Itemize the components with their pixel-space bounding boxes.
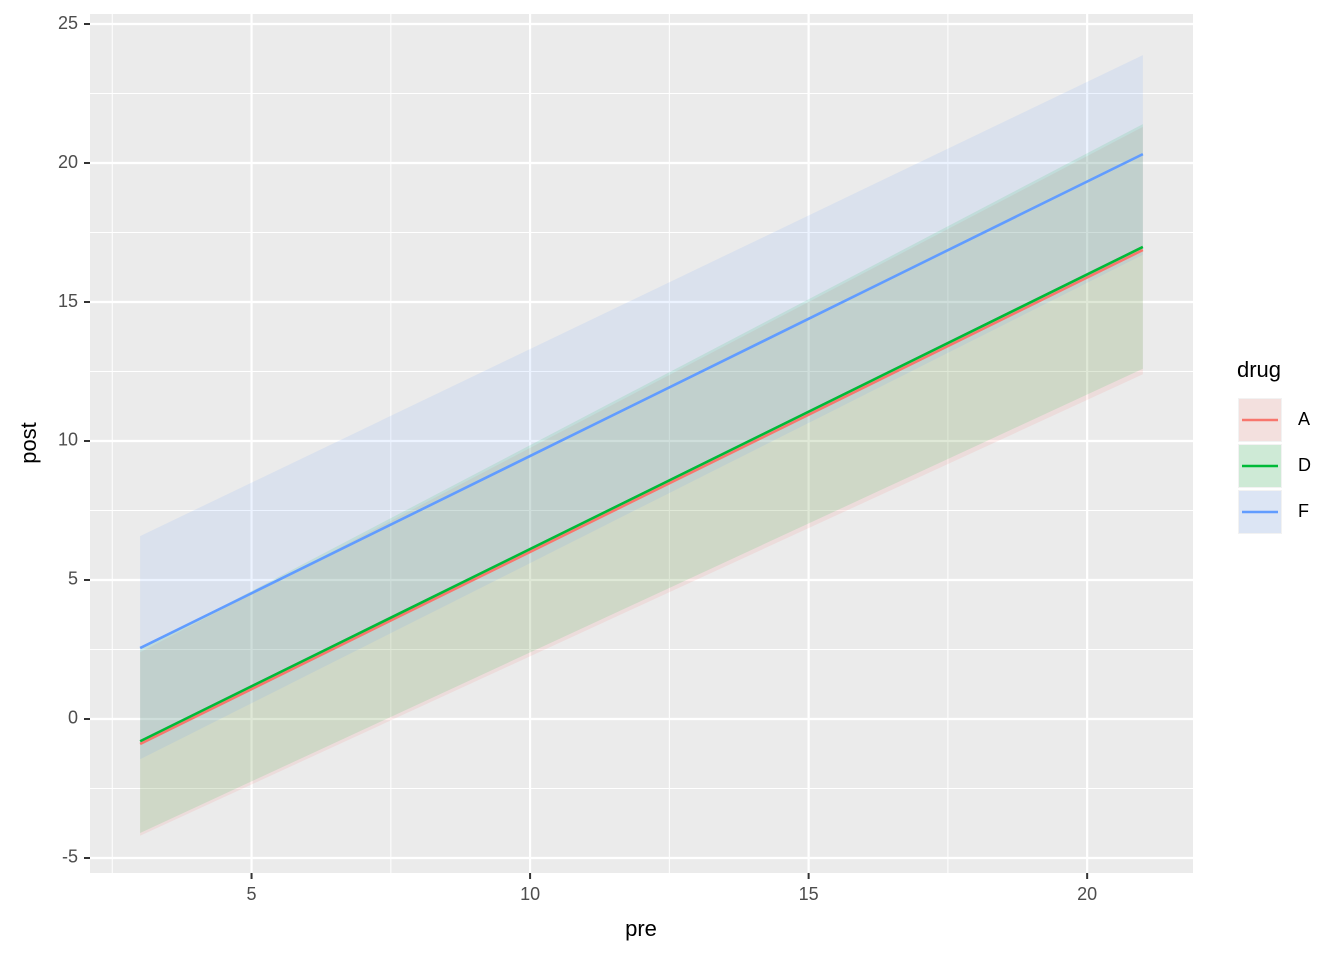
x-tick-label: 20	[1077, 884, 1097, 904]
y-axis-title: post	[16, 422, 41, 464]
y-tick-label: 15	[58, 291, 78, 311]
x-tick-label: 5	[247, 884, 257, 904]
legend-label: A	[1298, 409, 1310, 429]
ribbon	[140, 124, 1143, 833]
y-tick-label: 0	[68, 708, 78, 728]
y-tick-label: 10	[58, 430, 78, 450]
legend-label: D	[1298, 455, 1311, 475]
line	[139, 245, 1144, 743]
x-axis-title: pre	[625, 916, 657, 941]
y-tick-label: -5	[62, 847, 78, 867]
x-tick-label: 10	[520, 884, 540, 904]
x-tick-label: 15	[799, 884, 819, 904]
line	[139, 152, 1144, 650]
y-tick-label: 20	[58, 152, 78, 172]
y-tick-label: 5	[68, 569, 78, 589]
line	[139, 248, 1144, 746]
legend-title: drug	[1237, 357, 1281, 382]
ribbon	[140, 55, 1143, 760]
legend-label: F	[1298, 501, 1309, 521]
panel	[90, 14, 1193, 873]
ribbon	[140, 126, 1143, 836]
y-tick-label: 25	[58, 13, 78, 33]
